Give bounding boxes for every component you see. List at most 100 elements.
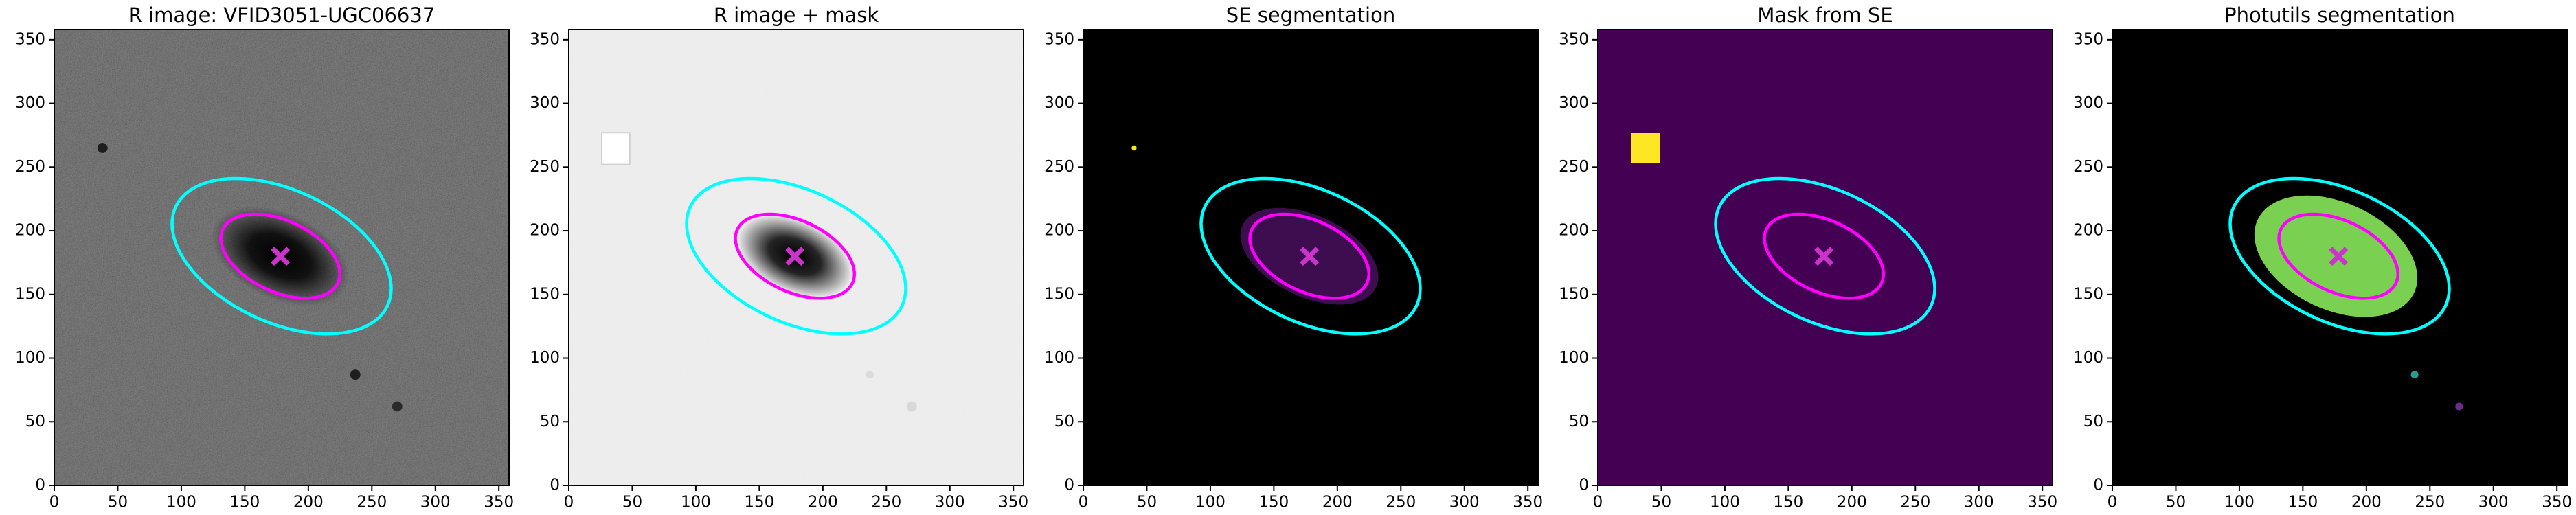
center-marker bbox=[2329, 247, 2349, 266]
x-tick-label: 250 bbox=[871, 494, 901, 512]
y-tick-label: 150 bbox=[2073, 285, 2103, 303]
panel: 0 50 100 150 200 250 300 350 0 50 100 150 200 250 300 3… bbox=[1559, 3, 2057, 512]
source bbox=[906, 401, 917, 412]
y-tick-label: 200 bbox=[1044, 222, 1074, 240]
y-tick-label: 100 bbox=[530, 349, 560, 367]
x-tick-label: 150 bbox=[229, 494, 260, 512]
source bbox=[866, 371, 874, 379]
x-tick-label: 100 bbox=[166, 494, 196, 512]
aperture-ellipse bbox=[219, 212, 342, 300]
y-tick-label: 50 bbox=[2083, 413, 2103, 431]
mask-region bbox=[1631, 133, 1660, 163]
y-tick-label: 250 bbox=[15, 158, 45, 176]
source bbox=[2410, 371, 2419, 379]
x-tick-label: 100 bbox=[2224, 494, 2255, 512]
aperture-ellipse bbox=[1714, 176, 1936, 336]
y-tick-label: 250 bbox=[530, 158, 560, 176]
x-tick-label: 50 bbox=[2166, 494, 2186, 512]
y-tick-label: 150 bbox=[530, 285, 560, 303]
source bbox=[2455, 402, 2463, 411]
y-tick-label: 300 bbox=[15, 94, 45, 112]
x-tick-label: 350 bbox=[2542, 494, 2572, 512]
y-tick-label: 150 bbox=[1044, 285, 1074, 303]
y-tick-label: 0 bbox=[2093, 477, 2103, 494]
y-tick-label: 300 bbox=[2073, 94, 2103, 112]
y-tick-label: 300 bbox=[1044, 94, 1074, 112]
aperture-ellipse bbox=[1763, 212, 1886, 300]
y-tick-label: 0 bbox=[550, 477, 560, 494]
x-tick-label: 250 bbox=[1900, 494, 1930, 512]
aperture-ellipse bbox=[1248, 212, 1371, 300]
aperture-ellipse bbox=[734, 212, 857, 300]
aperture-ellipse bbox=[1199, 176, 1422, 336]
x-tick-label: 300 bbox=[935, 494, 965, 512]
source bbox=[350, 369, 361, 380]
center-marker bbox=[271, 247, 291, 266]
x-tick-label: 100 bbox=[681, 494, 711, 512]
y-tick-label: 300 bbox=[1559, 94, 1589, 112]
y-tick-label: 0 bbox=[1064, 477, 1074, 494]
y-tick-label: 100 bbox=[1559, 349, 1589, 367]
y-tick-label: 50 bbox=[540, 413, 560, 431]
x-tick-label: 300 bbox=[420, 494, 451, 512]
aperture-ellipse bbox=[685, 176, 907, 336]
y-tick-label: 50 bbox=[1569, 413, 1589, 431]
panel-title: SE segmentation bbox=[1226, 3, 1395, 27]
y-tick-label: 200 bbox=[530, 222, 560, 240]
x-tick-label: 200 bbox=[1322, 494, 1353, 512]
image bbox=[54, 30, 509, 485]
source bbox=[97, 143, 108, 153]
axes-frame bbox=[54, 29, 510, 486]
x-tick-label: 100 bbox=[1710, 494, 1740, 512]
x-tick-label: 0 bbox=[49, 494, 60, 512]
aperture-ellipse bbox=[170, 176, 393, 336]
y-tick-label: 250 bbox=[2073, 158, 2103, 176]
y-tick-label: 50 bbox=[1054, 413, 1074, 431]
center-marker bbox=[785, 247, 805, 266]
y-tick-label: 150 bbox=[1559, 285, 1589, 303]
x-tick-label: 250 bbox=[357, 494, 387, 512]
y-tick-label: 200 bbox=[15, 222, 45, 240]
image bbox=[569, 30, 1024, 485]
aperture-ellipse bbox=[2277, 212, 2400, 300]
y-tick-label: 250 bbox=[1559, 158, 1589, 176]
center-marker bbox=[1814, 247, 1834, 266]
x-tick-label: 200 bbox=[808, 494, 838, 512]
y-tick-label: 200 bbox=[1559, 222, 1589, 240]
aperture-ellipse bbox=[2228, 176, 2451, 336]
mask-region bbox=[601, 132, 631, 165]
x-tick-label: 350 bbox=[998, 494, 1028, 512]
y-tick-label: 100 bbox=[2073, 349, 2103, 367]
x-tick-label: 300 bbox=[2478, 494, 2509, 512]
x-tick-label: 0 bbox=[2108, 494, 2118, 512]
x-tick-label: 350 bbox=[2027, 494, 2057, 512]
x-tick-label: 200 bbox=[293, 494, 324, 512]
y-tick-label: 350 bbox=[2073, 30, 2103, 48]
x-tick-label: 150 bbox=[1258, 494, 1289, 512]
x-tick-label: 0 bbox=[564, 494, 574, 512]
y-tick-label: 100 bbox=[15, 349, 45, 367]
x-tick-label: 0 bbox=[1593, 494, 1603, 512]
y-tick-label: 0 bbox=[35, 477, 45, 494]
x-tick-label: 350 bbox=[1513, 494, 1543, 512]
axes-frame bbox=[1083, 29, 1539, 486]
x-tick-label: 50 bbox=[1137, 494, 1157, 512]
image bbox=[1598, 30, 2053, 485]
x-tick-label: 50 bbox=[622, 494, 642, 512]
x-tick-label: 200 bbox=[1837, 494, 1867, 512]
x-tick-label: 300 bbox=[1449, 494, 1480, 512]
x-tick-label: 350 bbox=[484, 494, 514, 512]
panel: 0 50 100 150 200 250 300 350 0 50 100 150 200 250 300 3… bbox=[1044, 3, 1543, 512]
x-tick-label: 50 bbox=[1651, 494, 1671, 512]
image bbox=[2112, 30, 2567, 485]
panel: 0 50 100 150 200 250 300 350 0 50 100 150 200 250 300 3… bbox=[530, 3, 1028, 512]
x-tick-label: 150 bbox=[2287, 494, 2318, 512]
y-tick-label: 350 bbox=[1044, 30, 1074, 48]
y-tick-label: 100 bbox=[1044, 349, 1074, 367]
axes-frame bbox=[2112, 29, 2568, 486]
x-tick-label: 250 bbox=[2415, 494, 2445, 512]
x-tick-label: 150 bbox=[744, 494, 774, 512]
x-tick-label: 200 bbox=[2351, 494, 2382, 512]
y-tick-label: 250 bbox=[1044, 158, 1074, 176]
